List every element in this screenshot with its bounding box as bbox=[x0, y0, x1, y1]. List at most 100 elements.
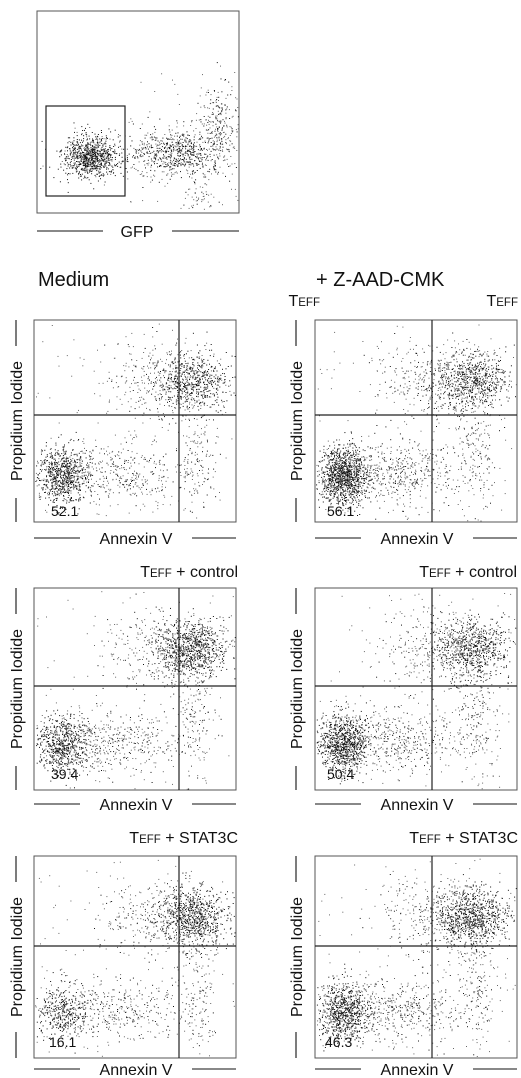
scatter-point bbox=[63, 486, 65, 488]
scatter-point bbox=[340, 487, 342, 489]
scatter-point bbox=[161, 476, 163, 478]
scatter-point bbox=[87, 158, 89, 160]
scatter-point bbox=[53, 499, 55, 500]
scatter-point bbox=[173, 383, 175, 385]
scatter-point bbox=[331, 452, 332, 454]
scatter-point bbox=[79, 161, 80, 163]
scatter-point bbox=[227, 94, 229, 96]
scatter-point bbox=[359, 495, 360, 497]
scatter-point bbox=[99, 165, 101, 167]
scatter-point bbox=[117, 343, 119, 345]
scatter-point bbox=[318, 499, 320, 501]
scatter-point bbox=[197, 435, 199, 437]
scatter-point bbox=[169, 398, 171, 400]
scatter-point bbox=[36, 477, 38, 478]
scatter-point bbox=[207, 129, 209, 131]
scatter-point bbox=[216, 377, 218, 379]
scatter-point bbox=[64, 466, 66, 468]
scatter-point bbox=[171, 134, 173, 136]
scatter-point bbox=[66, 457, 68, 459]
scatter-point bbox=[177, 152, 179, 154]
scatter-point bbox=[159, 463, 161, 465]
scatter-point bbox=[159, 166, 160, 167]
scatter-point bbox=[130, 479, 132, 481]
scatter-point bbox=[319, 461, 321, 463]
scatter-point bbox=[174, 357, 176, 359]
scatter-point bbox=[140, 150, 142, 152]
scatter-point bbox=[192, 149, 194, 151]
scatter-point bbox=[98, 463, 100, 465]
scatter-point bbox=[68, 489, 70, 491]
scatter-point bbox=[225, 112, 227, 114]
scatter-point bbox=[88, 135, 90, 137]
scatter-point bbox=[221, 143, 223, 145]
scatter-point bbox=[349, 486, 351, 488]
scatter-point bbox=[341, 497, 343, 499]
scatter-point bbox=[92, 158, 94, 160]
scatter-point bbox=[71, 375, 73, 377]
scatter-point bbox=[337, 487, 339, 489]
scatter-point bbox=[354, 471, 356, 473]
scatter-point bbox=[177, 155, 179, 157]
scatter-point bbox=[326, 467, 328, 469]
scatter-point bbox=[180, 368, 182, 369]
scatter-point bbox=[86, 159, 88, 161]
scatter-point bbox=[203, 387, 205, 389]
scatter-point bbox=[95, 439, 97, 441]
scatter-point bbox=[182, 135, 184, 136]
scatter-point bbox=[131, 443, 133, 445]
scatter-point bbox=[73, 486, 75, 488]
scatter-point bbox=[92, 165, 93, 167]
scatter-point bbox=[350, 493, 352, 494]
scatter-point bbox=[205, 396, 207, 398]
scatter-point bbox=[174, 135, 176, 137]
scatter-point bbox=[114, 158, 116, 160]
scatter-point bbox=[104, 154, 106, 156]
scatter-point bbox=[39, 498, 41, 500]
scatter-point bbox=[166, 156, 168, 158]
scatter-point bbox=[169, 166, 171, 168]
scatter-point bbox=[165, 157, 167, 159]
scatter-point bbox=[114, 455, 116, 456]
scatter-point bbox=[87, 481, 89, 483]
scatter-point bbox=[40, 460, 42, 461]
scatter-point bbox=[201, 163, 203, 165]
scatter-point bbox=[73, 500, 75, 502]
scatter-point bbox=[208, 129, 210, 131]
scatter-point bbox=[222, 391, 224, 393]
scatter-point bbox=[99, 478, 101, 480]
scatter-point bbox=[90, 473, 92, 475]
scatter-point bbox=[170, 134, 172, 136]
scatter-point bbox=[144, 347, 146, 349]
scatter-point bbox=[50, 454, 52, 456]
scatter-point bbox=[188, 141, 190, 143]
scatter-point bbox=[85, 152, 87, 154]
scatter-point bbox=[340, 483, 342, 485]
scatter-point bbox=[67, 155, 69, 157]
scatter-point bbox=[75, 499, 77, 501]
scatter-point bbox=[216, 115, 218, 117]
scatter-point bbox=[141, 171, 143, 173]
scatter-point bbox=[185, 378, 187, 380]
scatter-point bbox=[63, 462, 65, 464]
scatter-point bbox=[176, 342, 178, 344]
scatter-point bbox=[221, 110, 223, 112]
scatter-point bbox=[94, 148, 96, 150]
scatter-point bbox=[93, 158, 95, 159]
scatter-point bbox=[58, 458, 60, 460]
scatter-point bbox=[75, 481, 77, 483]
scatter-point bbox=[150, 166, 152, 168]
scatter-point bbox=[216, 427, 218, 429]
scatter-point bbox=[350, 476, 352, 478]
scatter-point bbox=[138, 400, 140, 402]
scatter-point bbox=[39, 472, 41, 474]
annexin-pi-panels: TEFF 52.1 Annexin V Propidium Iodide TEF… bbox=[9, 293, 518, 1078]
scatter-point bbox=[212, 108, 214, 110]
scatter-point bbox=[75, 171, 77, 173]
scatter-point bbox=[227, 163, 228, 165]
scatter-point bbox=[79, 489, 81, 490]
scatter-point bbox=[194, 134, 196, 136]
scatter-point bbox=[214, 167, 215, 169]
scatter-point bbox=[181, 144, 183, 146]
scatter-point bbox=[136, 478, 138, 480]
